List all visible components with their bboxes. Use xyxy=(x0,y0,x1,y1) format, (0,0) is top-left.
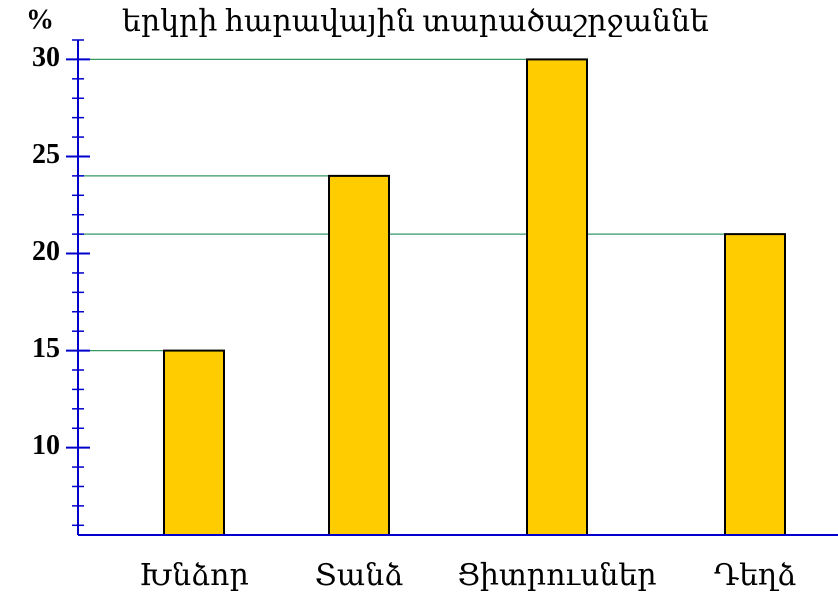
y-tick-label: 10 xyxy=(32,430,60,461)
y-axis-label: % xyxy=(26,4,54,35)
bar xyxy=(163,349,225,536)
bar xyxy=(724,233,786,536)
bar xyxy=(526,58,588,536)
x-tick-label: Խնձոր xyxy=(139,559,249,592)
x-tick-label: Դեղձ xyxy=(714,559,796,592)
y-tick-label: 15 xyxy=(32,333,60,364)
x-tick-label: Ցիտրուսներ xyxy=(457,559,656,592)
y-tick-label: 30 xyxy=(32,42,60,73)
x-tick-label: Տանձ xyxy=(315,559,403,592)
y-tick-label: 20 xyxy=(32,236,60,267)
bar xyxy=(328,174,390,536)
chart-title: երկրի հարավային տարածաշրջաննե xyxy=(122,5,709,38)
y-tick-label: 25 xyxy=(32,139,60,170)
